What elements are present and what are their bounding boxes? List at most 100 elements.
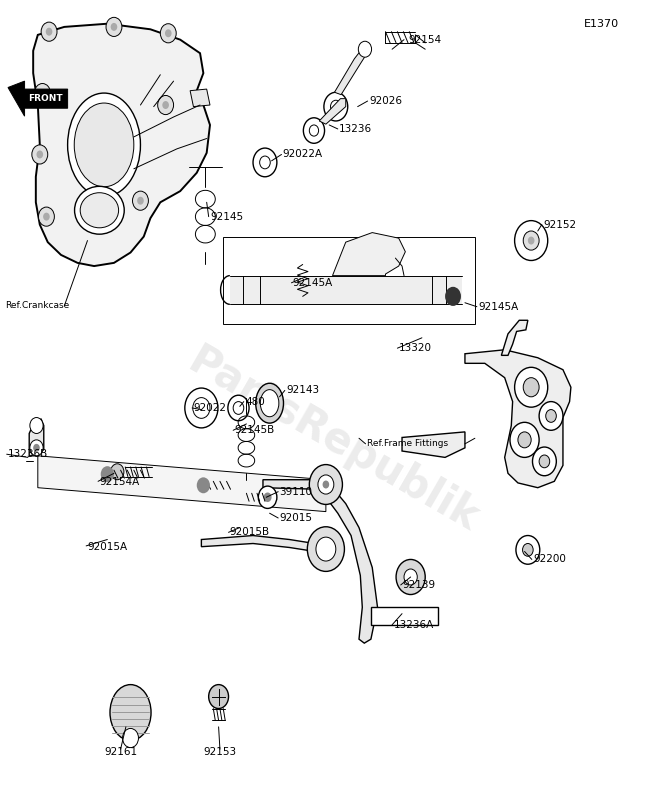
Text: 92154A: 92154A <box>99 477 140 487</box>
Text: 92022: 92022 <box>194 403 227 413</box>
Polygon shape <box>201 535 325 553</box>
Text: 13320: 13320 <box>399 343 432 353</box>
Circle shape <box>404 569 417 585</box>
Text: 92143: 92143 <box>286 386 319 395</box>
Text: 92015: 92015 <box>279 513 313 523</box>
Circle shape <box>46 28 53 36</box>
Text: 92152: 92152 <box>543 220 576 230</box>
Circle shape <box>539 402 563 430</box>
Circle shape <box>30 440 43 456</box>
Circle shape <box>162 101 169 109</box>
Circle shape <box>259 156 270 169</box>
Text: 13236B: 13236B <box>8 450 49 459</box>
Text: 92015A: 92015A <box>88 542 128 552</box>
Circle shape <box>309 125 319 136</box>
Circle shape <box>193 398 210 418</box>
Text: 92145A: 92145A <box>293 278 333 288</box>
Text: 92015B: 92015B <box>230 527 270 538</box>
Polygon shape <box>402 432 465 458</box>
Circle shape <box>358 42 372 57</box>
Polygon shape <box>371 607 438 625</box>
Polygon shape <box>190 89 210 106</box>
Circle shape <box>35 83 51 102</box>
Polygon shape <box>319 98 346 124</box>
Circle shape <box>316 537 336 561</box>
Circle shape <box>132 191 148 210</box>
Circle shape <box>137 197 144 205</box>
Ellipse shape <box>260 390 279 417</box>
Circle shape <box>158 95 174 114</box>
Text: 92139: 92139 <box>402 580 435 590</box>
Circle shape <box>318 475 334 494</box>
Text: 13236: 13236 <box>339 124 372 134</box>
Circle shape <box>307 526 344 571</box>
Circle shape <box>43 213 50 221</box>
Circle shape <box>546 410 557 422</box>
Circle shape <box>30 418 43 434</box>
Circle shape <box>515 221 548 261</box>
Polygon shape <box>465 350 571 488</box>
Text: 92026: 92026 <box>369 96 402 106</box>
Circle shape <box>122 729 138 747</box>
Text: 92154: 92154 <box>409 34 442 45</box>
Polygon shape <box>332 233 406 276</box>
Circle shape <box>528 237 535 245</box>
Text: 480: 480 <box>245 397 265 406</box>
Circle shape <box>32 145 48 164</box>
Circle shape <box>523 378 539 397</box>
Text: 92200: 92200 <box>533 554 566 565</box>
Circle shape <box>331 100 341 113</box>
Circle shape <box>516 535 540 564</box>
Ellipse shape <box>255 383 283 423</box>
Polygon shape <box>38 456 326 512</box>
Circle shape <box>185 388 218 428</box>
Text: 13236A: 13236A <box>394 620 434 630</box>
Circle shape <box>518 432 531 448</box>
Circle shape <box>160 24 176 43</box>
Ellipse shape <box>74 186 124 234</box>
Circle shape <box>309 465 342 505</box>
Circle shape <box>197 478 210 494</box>
Circle shape <box>37 150 43 158</box>
Text: 92145: 92145 <box>210 212 243 222</box>
Circle shape <box>523 231 539 250</box>
Circle shape <box>533 447 557 476</box>
Circle shape <box>396 559 425 594</box>
Circle shape <box>106 18 122 37</box>
Text: Ref.Crankcase: Ref.Crankcase <box>5 302 69 310</box>
Text: 92161: 92161 <box>104 747 137 758</box>
Circle shape <box>233 402 244 414</box>
Circle shape <box>100 466 114 482</box>
Circle shape <box>41 22 57 42</box>
Circle shape <box>39 207 55 226</box>
Text: PartsRepublik: PartsRepublik <box>180 339 485 540</box>
Circle shape <box>258 486 277 509</box>
Circle shape <box>303 118 325 143</box>
Circle shape <box>539 455 550 468</box>
Polygon shape <box>334 47 368 94</box>
Circle shape <box>445 286 461 306</box>
Circle shape <box>263 493 271 502</box>
Polygon shape <box>33 24 210 266</box>
Bar <box>230 276 462 304</box>
Circle shape <box>110 23 117 31</box>
Circle shape <box>323 481 329 489</box>
Circle shape <box>324 92 348 121</box>
Text: FRONT: FRONT <box>29 94 63 103</box>
Circle shape <box>523 543 533 556</box>
Polygon shape <box>501 320 528 355</box>
Polygon shape <box>29 419 44 456</box>
Ellipse shape <box>68 93 140 197</box>
Circle shape <box>253 148 277 177</box>
Circle shape <box>228 395 249 421</box>
Polygon shape <box>263 480 378 643</box>
Ellipse shape <box>74 103 134 186</box>
Ellipse shape <box>110 685 151 741</box>
Circle shape <box>39 89 46 97</box>
Polygon shape <box>8 81 68 116</box>
Ellipse shape <box>80 193 118 228</box>
Circle shape <box>515 367 548 407</box>
Circle shape <box>209 685 229 709</box>
Text: 39110: 39110 <box>279 486 313 497</box>
Circle shape <box>110 464 124 480</box>
